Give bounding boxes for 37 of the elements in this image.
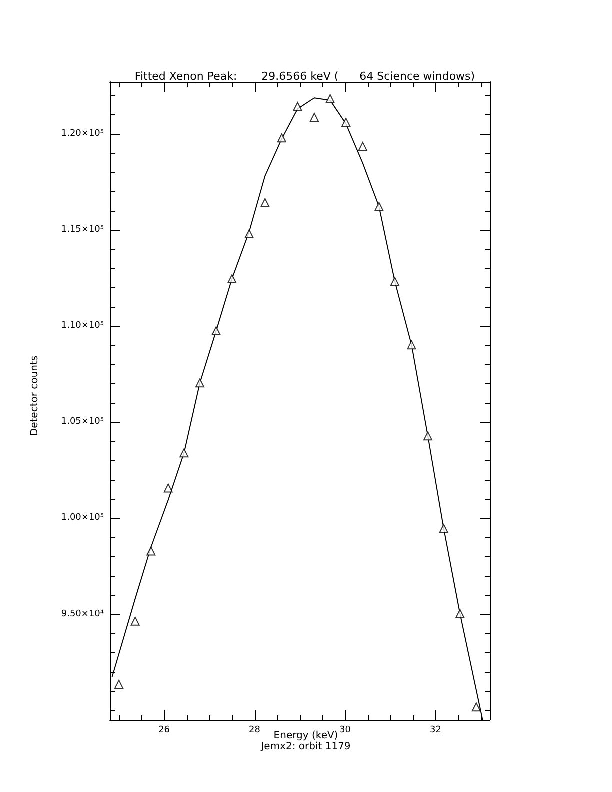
point [277, 134, 286, 143]
point [196, 378, 205, 388]
x-axis-title: Energy (keV) [274, 730, 338, 742]
text: Jemx2: orbit 1179 [260, 742, 351, 752]
point [342, 118, 351, 128]
point [390, 277, 400, 286]
y-tick-label: 1.05×10⁵ [61, 417, 104, 428]
point [146, 546, 156, 556]
point [293, 102, 302, 112]
point [358, 142, 368, 152]
y-axis-title: Detector counts [30, 356, 40, 436]
y-tick-label: 1.10×10⁵ [61, 321, 104, 332]
point [424, 432, 433, 441]
chart-title: Fitted Xenon Peak: 29.6566 keV ( 64 Science windows) [134, 70, 476, 83]
point [260, 198, 270, 208]
y-tick-label: 9.50×10⁴ [61, 609, 104, 620]
x-tick-label: 30 [340, 726, 352, 736]
point [310, 113, 319, 122]
point [472, 702, 481, 712]
point [244, 230, 254, 239]
point [130, 616, 140, 626]
point [164, 484, 173, 493]
point [114, 680, 124, 689]
point [439, 524, 448, 534]
point [326, 94, 335, 104]
y-tick-label: 1.15×10⁵ [61, 224, 104, 235]
point [456, 609, 465, 618]
y-tick-label: 1.00×10⁵ [61, 513, 104, 524]
point [212, 326, 221, 336]
point [180, 448, 189, 458]
point [407, 340, 416, 350]
y-tick-label: 1.20×10⁵ [61, 128, 104, 139]
point [228, 274, 237, 284]
x-tick-label: 32 [430, 726, 442, 736]
x-tick-label: 28 [249, 726, 261, 736]
x-tick-label: 26 [158, 726, 170, 736]
point [374, 202, 384, 212]
